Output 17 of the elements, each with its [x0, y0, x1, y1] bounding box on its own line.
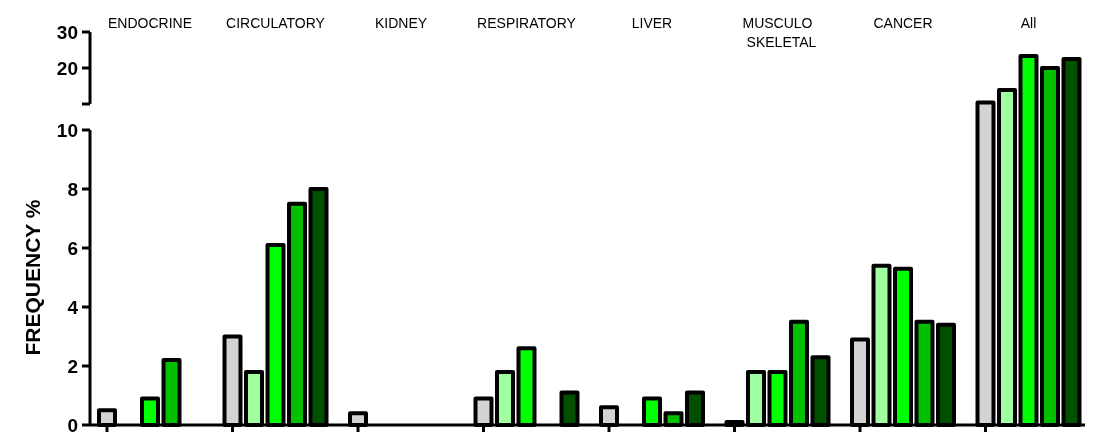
x-tick-label: All — [1020, 15, 1037, 31]
y-tick-label: 6 — [67, 237, 78, 259]
y-tick-label: 20 — [56, 57, 78, 79]
x-tick-label: ENDOCRINE — [107, 15, 193, 31]
y-axis-title: FREQUENCY % — [21, 199, 44, 356]
y-tick-label: 8 — [67, 178, 78, 200]
x-tick-label: RESPIRATORY — [477, 15, 577, 31]
y-tick-label: 30 — [56, 21, 78, 43]
y-tick-label: 4 — [67, 296, 79, 318]
y-tick-label: 2 — [67, 355, 78, 377]
y-tick-label: 0 — [67, 414, 78, 432]
x-tick-label: MUSCULO SKELETAL — [742, 15, 817, 50]
x-tick-label: KIDNEY — [374, 15, 428, 31]
y-tick-label: 10 — [56, 119, 78, 141]
x-tick-label: CANCER — [873, 15, 933, 31]
x-tick-label: CIRCULATORY — [226, 15, 326, 31]
x-tick-label: LIVER — [631, 15, 673, 31]
